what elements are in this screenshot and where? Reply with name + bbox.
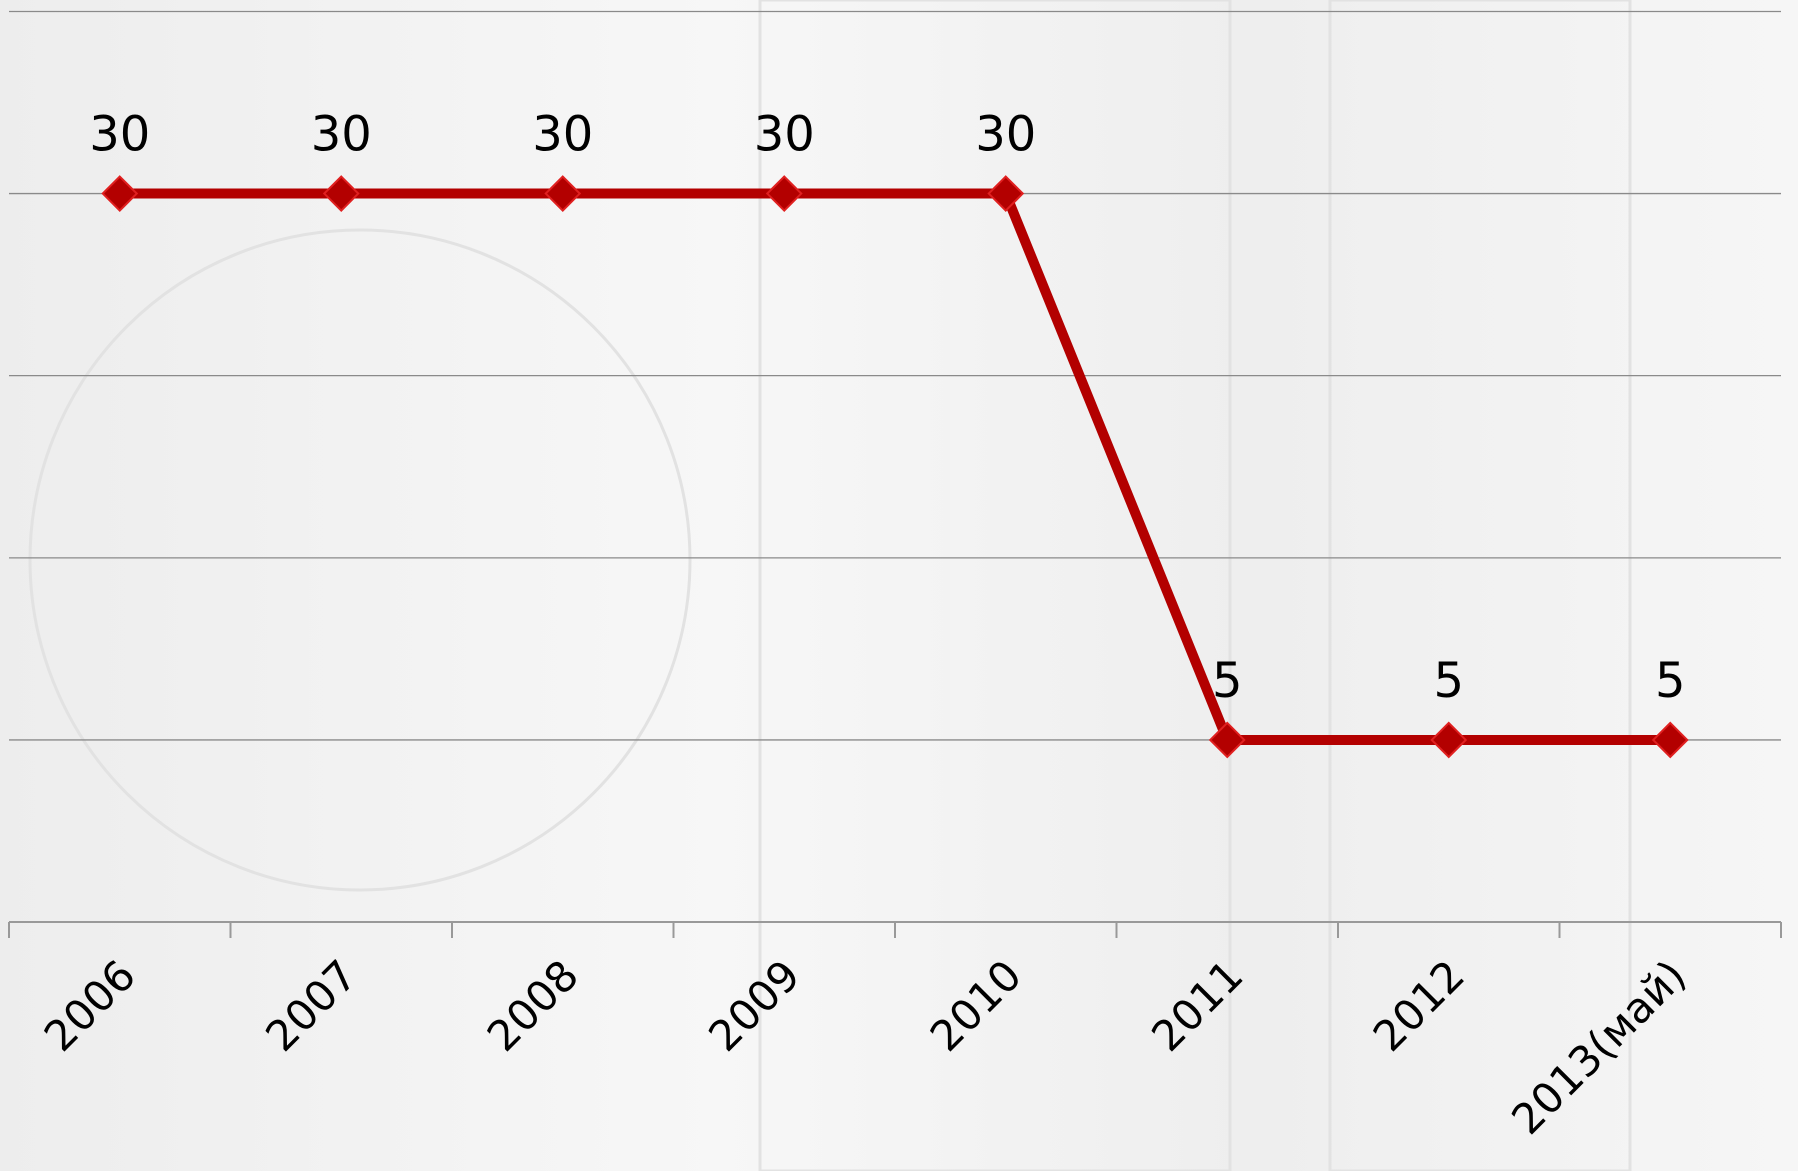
data-label: 30 [754, 107, 815, 163]
x-tick-label: 2007 [256, 951, 366, 1061]
marker [987, 175, 1025, 212]
x-tick-label: 2009 [699, 951, 809, 1061]
marker [1208, 721, 1246, 759]
marker [1430, 721, 1468, 759]
data-label: 5 [1433, 653, 1464, 709]
data-label: 5 [1212, 653, 1243, 709]
marker [765, 175, 803, 212]
x-tick-label: 2006 [35, 951, 145, 1061]
line [119, 188, 1671, 745]
data-label: 30 [532, 107, 593, 163]
data-label: 30 [311, 107, 372, 163]
x-tick-label: 2010 [921, 951, 1031, 1061]
background [28, 0, 1632, 1171]
x-tick-label: 2011 [1142, 951, 1252, 1061]
x-tick-label: 2008 [478, 951, 588, 1061]
data-label: 30 [975, 107, 1036, 163]
marker [1651, 721, 1689, 759]
marker [544, 175, 582, 212]
data-label: 30 [89, 107, 150, 163]
x-tick-label: 2013(май) [1502, 951, 1695, 1144]
marker [101, 175, 139, 212]
x-tick-label: 2012 [1364, 951, 1474, 1061]
marker [322, 175, 360, 212]
data-label: 5 [1655, 653, 1686, 709]
